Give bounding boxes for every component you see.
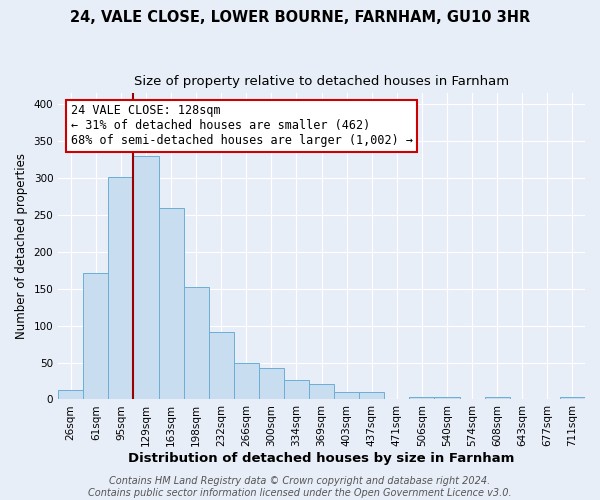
- Bar: [334, 392, 359, 400]
- Bar: [184, 286, 209, 400]
- Bar: [485, 397, 510, 400]
- Bar: [109, 178, 133, 400]
- Text: 24, VALE CLOSE, LOWER BOURNE, FARNHAM, GU10 3HR: 24, VALE CLOSE, LOWER BOURNE, FARNHAM, G…: [70, 10, 530, 25]
- Bar: [259, 368, 284, 400]
- Text: Contains HM Land Registry data © Crown copyright and database right 2024.
Contai: Contains HM Land Registry data © Crown c…: [88, 476, 512, 498]
- X-axis label: Distribution of detached houses by size in Farnham: Distribution of detached houses by size …: [128, 452, 515, 465]
- Bar: [83, 272, 109, 400]
- Bar: [284, 380, 309, 400]
- Y-axis label: Number of detached properties: Number of detached properties: [15, 154, 28, 340]
- Title: Size of property relative to detached houses in Farnham: Size of property relative to detached ho…: [134, 75, 509, 88]
- Bar: [133, 156, 158, 400]
- Text: 24 VALE CLOSE: 128sqm
← 31% of detached houses are smaller (462)
68% of semi-det: 24 VALE CLOSE: 128sqm ← 31% of detached …: [71, 104, 413, 148]
- Bar: [234, 362, 259, 400]
- Bar: [309, 384, 334, 400]
- Bar: [359, 392, 385, 400]
- Bar: [58, 390, 83, 400]
- Bar: [560, 397, 585, 400]
- Bar: [434, 396, 460, 400]
- Bar: [409, 397, 434, 400]
- Bar: [158, 208, 184, 400]
- Bar: [209, 332, 234, 400]
